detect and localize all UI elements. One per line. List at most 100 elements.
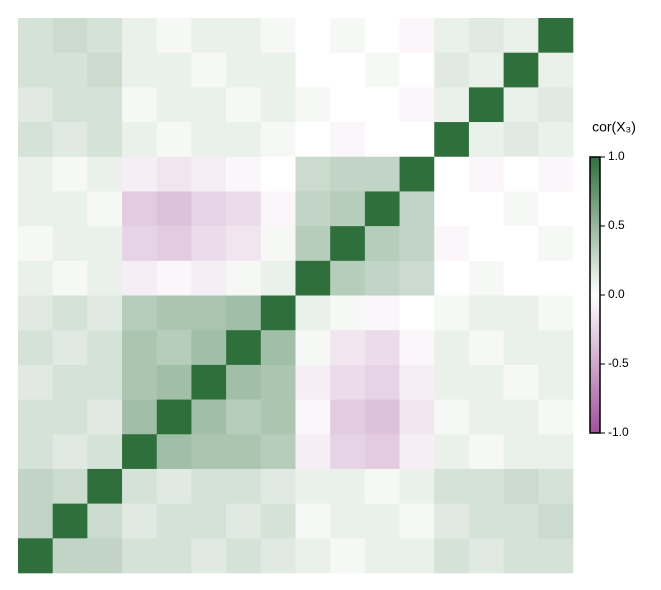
- cell: [52, 226, 88, 262]
- cell: [226, 330, 262, 366]
- cell: [87, 122, 123, 158]
- colorbar: [589, 156, 601, 434]
- cell: [52, 122, 88, 158]
- cell: [122, 122, 158, 158]
- cell: [226, 87, 262, 123]
- cell: [468, 434, 504, 470]
- cell: [330, 226, 366, 262]
- cell: [468, 191, 504, 227]
- cell: [399, 226, 435, 262]
- cell: [503, 538, 539, 574]
- cell: [52, 191, 88, 227]
- cell: [434, 364, 470, 400]
- cell: [468, 399, 504, 435]
- cell: [503, 503, 539, 539]
- cell: [434, 260, 470, 296]
- cell: [295, 260, 331, 296]
- cell: [156, 364, 192, 400]
- cell: [538, 52, 574, 88]
- cell: [330, 330, 366, 366]
- cell: [364, 503, 400, 539]
- cell: [226, 122, 262, 158]
- cell: [434, 226, 470, 262]
- cell: [191, 122, 227, 158]
- cell: [399, 52, 435, 88]
- cell: [330, 468, 366, 504]
- cell: [18, 503, 53, 539]
- cell: [468, 87, 504, 123]
- cell: [122, 260, 158, 296]
- cell: [87, 399, 123, 435]
- cell: [503, 295, 539, 331]
- cell: [87, 434, 123, 470]
- cell: [191, 399, 227, 435]
- cell: [52, 295, 88, 331]
- cell: [364, 434, 400, 470]
- cell: [18, 468, 53, 504]
- cell: [295, 330, 331, 366]
- cell: [87, 538, 123, 574]
- cell: [503, 122, 539, 158]
- cell: [399, 156, 435, 192]
- cell: [399, 122, 435, 158]
- cell: [503, 52, 539, 88]
- cell: [399, 260, 435, 296]
- cell: [330, 295, 366, 331]
- cell: [538, 156, 574, 192]
- colorbar-tick-label: 0.0: [608, 287, 625, 301]
- cell: [122, 434, 158, 470]
- cell: [156, 468, 192, 504]
- cell: [52, 260, 88, 296]
- cell: [364, 295, 400, 331]
- cell: [468, 122, 504, 158]
- cell: [52, 468, 88, 504]
- cell: [122, 226, 158, 262]
- cell: [434, 468, 470, 504]
- cell: [156, 52, 192, 88]
- cell: [191, 538, 227, 574]
- cell: [434, 399, 470, 435]
- cell: [18, 156, 53, 192]
- cell: [399, 330, 435, 366]
- cell: [18, 364, 53, 400]
- cell: [191, 18, 227, 53]
- cell: [87, 226, 123, 262]
- cell: [538, 122, 574, 158]
- cell: [434, 503, 470, 539]
- cell: [52, 503, 88, 539]
- cell: [87, 191, 123, 227]
- cell: [538, 226, 574, 262]
- cell: [434, 122, 470, 158]
- cell: [156, 538, 192, 574]
- cell: [364, 18, 400, 53]
- cell: [330, 156, 366, 192]
- cell: [538, 503, 574, 539]
- cell: [364, 156, 400, 192]
- cell: [18, 52, 53, 88]
- cell: [468, 156, 504, 192]
- cell: [364, 191, 400, 227]
- cell: [330, 87, 366, 123]
- cell: [364, 364, 400, 400]
- cell: [399, 503, 435, 539]
- cell: [503, 191, 539, 227]
- cell: [468, 52, 504, 88]
- cell: [295, 191, 331, 227]
- cell: [434, 191, 470, 227]
- cell: [364, 87, 400, 123]
- cell: [399, 364, 435, 400]
- cell: [399, 295, 435, 331]
- cell: [503, 260, 539, 296]
- cell: [503, 18, 539, 53]
- cell: [122, 18, 158, 53]
- cell: [364, 52, 400, 88]
- cell: [434, 156, 470, 192]
- cell: [295, 503, 331, 539]
- cell: [156, 122, 192, 158]
- cell: [538, 87, 574, 123]
- cell: [226, 52, 262, 88]
- cell: [156, 87, 192, 123]
- cell: [87, 260, 123, 296]
- cell: [18, 399, 53, 435]
- cell: [295, 295, 331, 331]
